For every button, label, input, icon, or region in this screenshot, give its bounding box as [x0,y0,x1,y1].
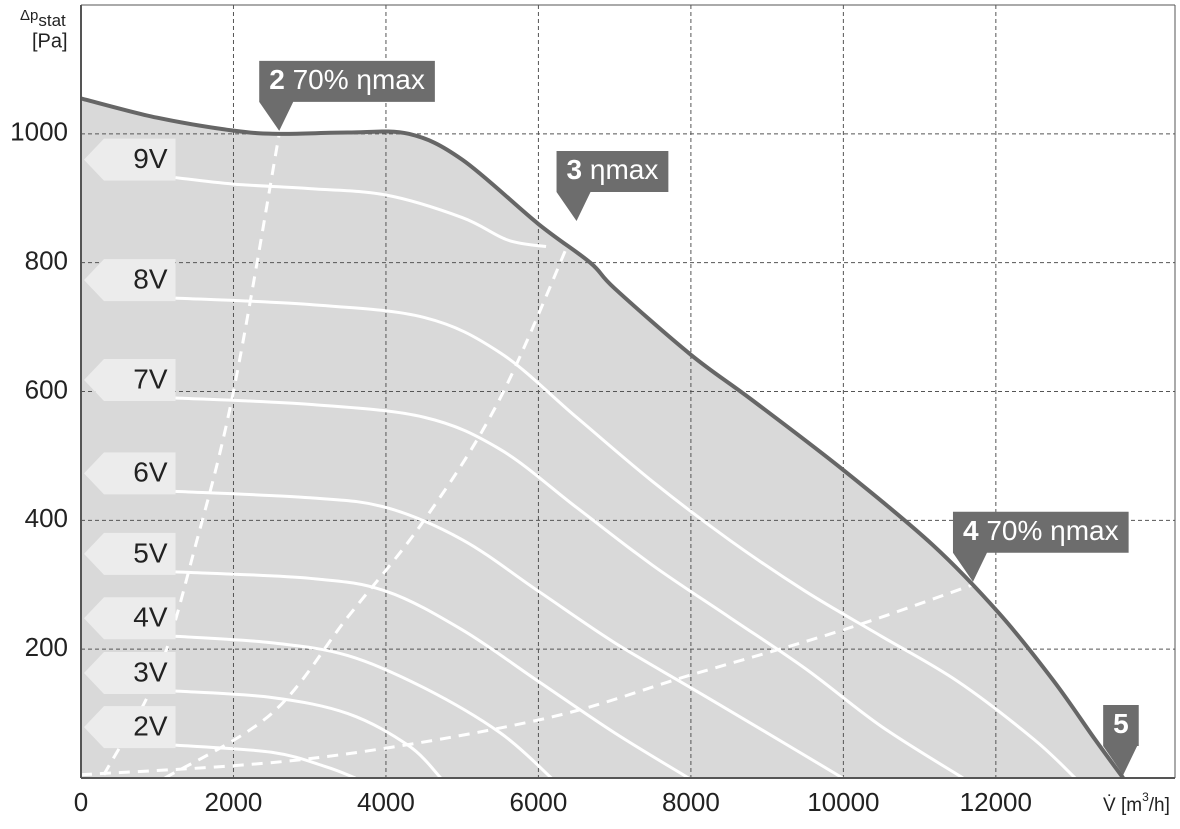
voltage-label-box [84,532,176,575]
callout-number: 2 [269,64,285,95]
x-tick-label: 4000 [357,787,415,817]
x-tick-label: 10000 [807,787,879,817]
voltage-label-box [84,706,176,749]
callout: 5 [1103,705,1139,775]
y-label-symbol: Δp [20,7,38,24]
voltage-curve [175,296,1077,780]
callout-number: 5 [1113,708,1129,739]
voltage-label: 4V [133,602,168,633]
voltage-curve [175,396,964,780]
callout-box [259,60,435,131]
voltage-curve [175,634,553,780]
callout-text: 70% ηmax [293,64,425,95]
voltage-curve [175,489,844,780]
x-tick-label: 0 [74,787,88,817]
y-tick-label: 400 [25,503,68,533]
callout: 3 ηmax [556,151,669,222]
voltage-label-box [84,259,176,302]
callout-label: 2 70% ηmax [269,64,425,95]
y-label-subscript: stat [38,11,66,30]
voltage-label: 2V [133,711,168,742]
callout-number: 3 [567,154,583,185]
x-tick-label: 6000 [509,787,567,817]
y-label-unit: [Pa] [32,30,68,52]
voltage-label-box [84,452,176,495]
voltage-label: 3V [133,656,168,687]
voltage-label-box [84,138,176,181]
y-tick-label: 600 [25,374,68,404]
x-tick-label: 8000 [662,787,720,817]
efficiency-line [102,133,281,776]
max-curve [80,96,1125,780]
voltage-curve [175,176,547,249]
voltage-label: 9V [133,143,168,174]
callout-box [952,511,1129,582]
callout-label: 4 70% ηmax [963,515,1119,546]
voltage-label: 7V [133,363,168,394]
callout-text: 70% ηmax [986,515,1118,546]
x-tick-label: 2000 [205,787,263,817]
callout-text: ηmax [590,154,658,185]
y-label: Δpstat [20,7,66,31]
callout-label: 3 ηmax [567,154,659,185]
y-tick-label: 1000 [10,117,68,147]
callout-label: 5 [1113,708,1129,739]
x-label-unit: /h] [1149,795,1170,816]
callout: 2 70% ηmax [259,60,435,131]
callout: 4 70% ηmax [952,511,1129,582]
x-label: V̇ [m3/h] [1103,790,1170,816]
voltage-label-box [84,358,176,401]
voltage-curve [175,743,356,780]
voltage-label: 6V [133,457,168,488]
voltage-curve [175,570,690,780]
y-tick-label: 200 [25,632,68,662]
callout-space [582,154,590,185]
y-tick-label: 800 [25,246,68,276]
callout-space [979,515,987,546]
callout-box [1103,705,1139,775]
callout-number: 4 [963,515,979,546]
voltage-label-box [84,597,176,640]
x-label-symbol: V̇ [m [1103,795,1142,816]
voltage-label: 8V [133,263,168,294]
callout-space [285,64,293,95]
voltage-label: 5V [133,537,168,568]
callout-box [556,151,669,222]
voltage-curve [175,689,442,780]
x-tick-label: 12000 [960,787,1032,817]
efficiency-line [164,223,578,780]
x-label-superscript: 3 [1142,790,1149,804]
voltage-label-box [84,652,176,695]
